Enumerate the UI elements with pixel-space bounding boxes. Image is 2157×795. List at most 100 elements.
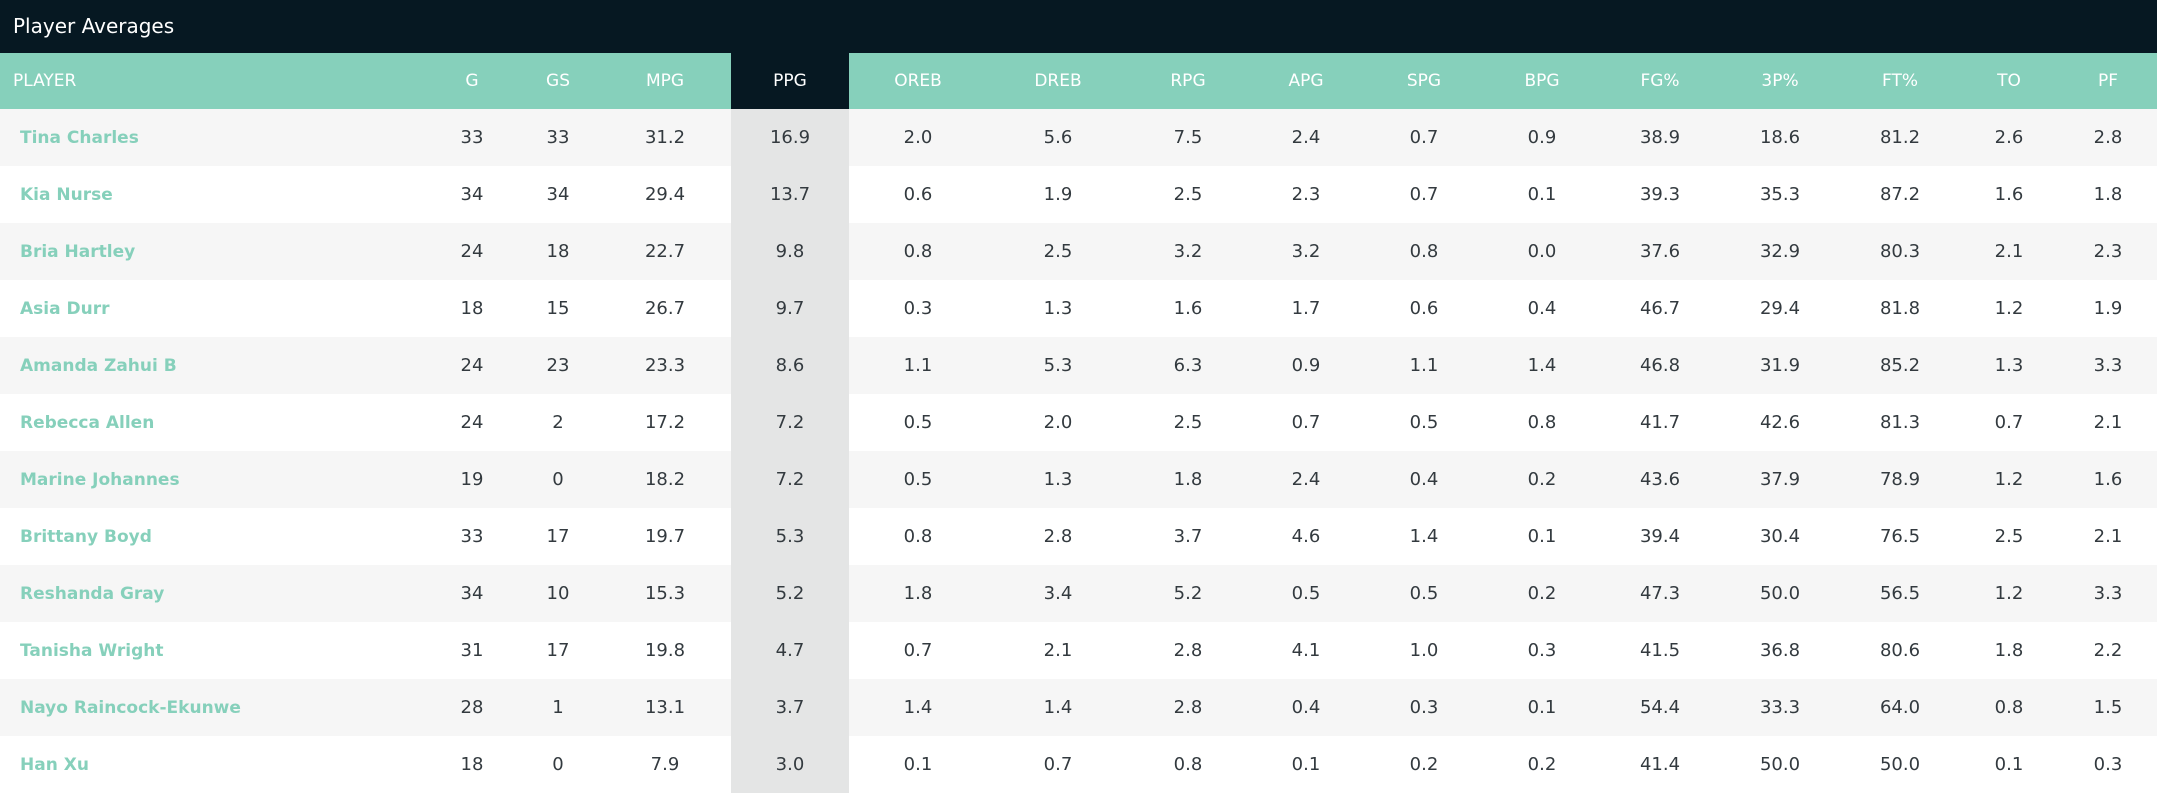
stat-cell-ppg: 3.7 (731, 679, 849, 736)
stat-cell-dreb: 1.4 (1043, 697, 1073, 718)
stat-cell-fg-pct: 41.5 (1639, 640, 1681, 661)
player-averages-table: PLAYER G GS MPG PPG OREB DREB RPG APG SP… (0, 53, 2157, 793)
stat-cell-fg-pct: 46.8 (1639, 355, 1681, 376)
column-header-gs[interactable]: GS (546, 71, 570, 91)
player-name-link[interactable]: Kia Nurse (20, 184, 113, 205)
stat-cell-g: 24 (460, 355, 484, 376)
column-header-fg-pct[interactable]: FG% (1640, 71, 1680, 91)
player-name-link[interactable]: Bria Hartley (20, 241, 136, 262)
stat-cell-mpg: 7.9 (650, 754, 680, 775)
stat-cell-rpg: 5.2 (1173, 583, 1203, 604)
column-header-mpg[interactable]: MPG (645, 71, 685, 91)
stat-cell-pf: 2.2 (2093, 640, 2123, 661)
stat-cell-pf: 1.5 (2093, 697, 2123, 718)
stat-cell-3p-pct: 30.4 (1759, 526, 1801, 547)
column-header-to[interactable]: TO (1997, 71, 2021, 91)
table-row: Brittany Boyd 33 17 19.7 5.3 0.8 2.8 3.7 4.6 1.4 0… (0, 508, 2157, 565)
stat-cell-dreb: 1.9 (1043, 184, 1073, 205)
stat-cell-oreb: 2.0 (903, 127, 933, 148)
table-header-row: PLAYER G GS MPG PPG OREB DREB RPG APG SP… (0, 53, 2157, 109)
stat-cell-gs: 0 (552, 754, 564, 775)
player-name-link[interactable]: Rebecca Allen (20, 412, 155, 433)
table-row: Tina Charles 33 33 31.2 16.9 2.0 5.6 7.5 2.4 0.7 0… (0, 109, 2157, 166)
stat-cell-ft-pct: 80.6 (1879, 640, 1921, 661)
table-row: Nayo Raincock-Ekunwe 28 1 13.1 3.7 1.4 1.4 2.8 0… (0, 679, 2157, 736)
stat-cell-g: 24 (460, 241, 484, 262)
stat-cell-spg: 0.4 (1409, 469, 1439, 490)
column-header-3p-pct[interactable]: 3P% (1761, 71, 1799, 91)
stat-cell-bpg: 0.9 (1527, 127, 1557, 148)
column-header-pf[interactable]: PF (2097, 71, 2119, 91)
stat-cell-apg: 4.6 (1291, 526, 1321, 547)
stat-cell-fg-pct: 54.4 (1639, 697, 1681, 718)
player-name-link[interactable]: Brittany Boyd (20, 526, 152, 547)
stat-cell-to: 1.2 (1994, 583, 2024, 604)
column-header-oreb[interactable]: OREB (894, 71, 942, 91)
player-name-link[interactable]: Han Xu (20, 754, 89, 775)
stat-cell-dreb: 1.3 (1043, 298, 1073, 319)
stat-cell-ft-pct: 76.5 (1879, 526, 1921, 547)
column-header-ppg-sorted[interactable]: PPG (731, 53, 849, 109)
stat-cell-gs: 2 (552, 412, 564, 433)
stat-cell-gs: 17 (546, 526, 570, 547)
stat-cell-ppg: 5.3 (731, 508, 849, 565)
stat-cell-g: 31 (460, 640, 484, 661)
stat-cell-to: 1.8 (1994, 640, 2024, 661)
stat-cell-ppg: 5.2 (731, 565, 849, 622)
player-name-link[interactable]: Tina Charles (20, 127, 139, 148)
stat-cell-oreb: 0.5 (903, 412, 933, 433)
column-header-apg[interactable]: APG (1288, 71, 1324, 91)
stat-cell-gs: 33 (546, 127, 570, 148)
stat-cell-gs: 10 (546, 583, 570, 604)
stat-cell-apg: 2.3 (1291, 184, 1321, 205)
stat-cell-spg: 1.1 (1409, 355, 1439, 376)
stat-cell-rpg: 0.8 (1173, 754, 1203, 775)
table-row: Marine Johannes 19 0 18.2 7.2 0.5 1.3 1.8 2.4 0.4… (0, 451, 2157, 508)
table-row: Reshanda Gray 34 10 15.3 5.2 1.8 3.4 5.2 0.5 0.5 0… (0, 565, 2157, 622)
stat-cell-3p-pct: 18.6 (1759, 127, 1801, 148)
stat-cell-apg: 4.1 (1291, 640, 1321, 661)
stat-cell-apg: 0.7 (1291, 412, 1321, 433)
player-name-link[interactable]: Marine Johannes (20, 469, 180, 490)
stat-cell-ppg: 3.0 (731, 736, 849, 793)
player-name-link[interactable]: Tanisha Wright (20, 640, 164, 661)
stat-cell-dreb: 1.3 (1043, 469, 1073, 490)
column-header-bpg[interactable]: BPG (1524, 71, 1560, 91)
stat-cell-spg: 0.8 (1409, 241, 1439, 262)
stat-cell-fg-pct: 39.4 (1639, 526, 1681, 547)
column-header-ft-pct[interactable]: FT% (1881, 71, 1919, 91)
stat-cell-pf: 3.3 (2093, 583, 2123, 604)
stat-cell-ppg: 16.9 (731, 109, 849, 166)
stat-cell-ft-pct: 56.5 (1879, 583, 1921, 604)
table-row: Han Xu 18 0 7.9 3.0 0.1 0.7 0.8 0.1 0.2 0.2 41.4 50.… (0, 736, 2157, 793)
stat-cell-ft-pct: 87.2 (1879, 184, 1921, 205)
stat-cell-pf: 1.6 (2093, 469, 2123, 490)
table-row: Amanda Zahui B 24 23 23.3 8.6 1.1 5.3 6.3 0.9 1.1… (0, 337, 2157, 394)
column-header-g[interactable]: G (465, 71, 479, 91)
stat-cell-bpg: 0.1 (1527, 697, 1557, 718)
column-header-player[interactable]: PLAYER (13, 71, 77, 91)
stat-cell-fg-pct: 47.3 (1639, 583, 1681, 604)
column-header-dreb[interactable]: DREB (1034, 71, 1082, 91)
stat-cell-oreb: 0.1 (903, 754, 933, 775)
stat-cell-to: 2.5 (1994, 526, 2024, 547)
player-name-link[interactable]: Asia Durr (20, 298, 110, 319)
stat-cell-3p-pct: 35.3 (1759, 184, 1801, 205)
stat-cell-ft-pct: 85.2 (1879, 355, 1921, 376)
stat-cell-ft-pct: 78.9 (1879, 469, 1921, 490)
stat-cell-g: 34 (460, 184, 484, 205)
stat-cell-3p-pct: 37.9 (1759, 469, 1801, 490)
player-name-link[interactable]: Nayo Raincock-Ekunwe (20, 697, 241, 718)
player-name-link[interactable]: Amanda Zahui B (20, 355, 177, 376)
stat-cell-bpg: 0.2 (1527, 583, 1557, 604)
stat-cell-fg-pct: 38.9 (1639, 127, 1681, 148)
stat-cell-g: 33 (460, 127, 484, 148)
stat-cell-apg: 3.2 (1291, 241, 1321, 262)
column-header-spg[interactable]: SPG (1406, 71, 1442, 91)
stat-cell-dreb: 2.1 (1043, 640, 1073, 661)
stat-cell-oreb: 0.6 (903, 184, 933, 205)
stat-cell-to: 1.6 (1994, 184, 2024, 205)
player-name-link[interactable]: Reshanda Gray (20, 583, 165, 604)
column-header-rpg[interactable]: RPG (1170, 71, 1206, 91)
